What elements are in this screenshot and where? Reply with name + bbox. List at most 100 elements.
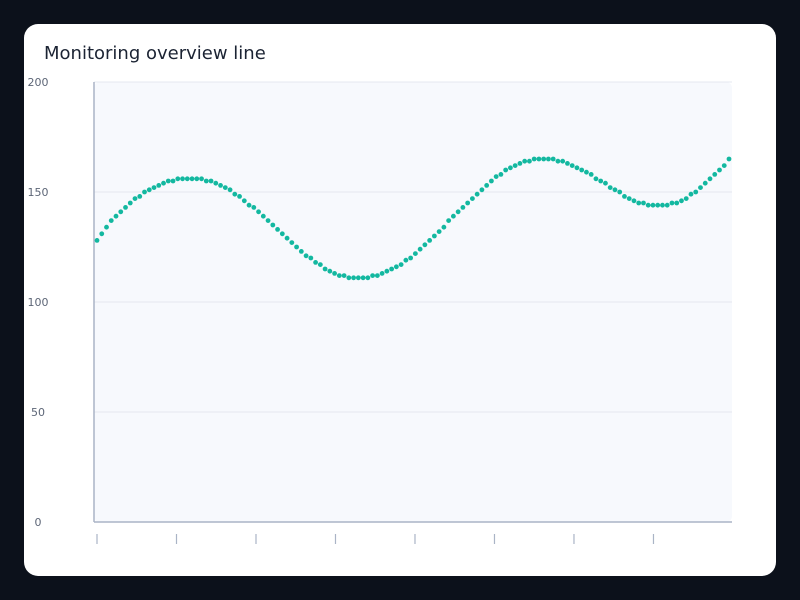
data-point: [508, 165, 513, 171]
data-point: [284, 235, 290, 241]
data-point: [256, 209, 261, 215]
y-tick-label: 150: [28, 186, 49, 199]
data-point: [275, 227, 280, 232]
data-point: [607, 185, 613, 191]
data-point: [370, 273, 376, 278]
data-point: [161, 180, 166, 186]
data-point: [612, 187, 618, 193]
data-point: [593, 176, 599, 182]
data-point: [598, 178, 604, 184]
data-point: [213, 180, 219, 186]
data-point: [222, 185, 228, 191]
data-point: [489, 178, 494, 184]
data-point: [270, 222, 276, 228]
data-point: [498, 172, 504, 177]
data-point: [721, 163, 727, 169]
y-tick-label: 100: [28, 296, 49, 309]
data-point: [712, 172, 718, 177]
data-point: [298, 249, 304, 254]
data-point: [393, 264, 399, 270]
data-point: [584, 169, 589, 175]
data-point: [99, 231, 105, 237]
data-point: [683, 196, 689, 202]
data-point: [565, 161, 570, 166]
data-point: [165, 178, 171, 184]
data-point: [493, 174, 499, 180]
data-point: [702, 180, 708, 186]
data-point: [645, 202, 651, 208]
data-point: [389, 266, 395, 272]
data-point: [151, 185, 157, 191]
data-point: [664, 202, 670, 208]
data-point: [674, 200, 680, 206]
data-point: [232, 191, 238, 197]
data-point: [650, 202, 656, 208]
data-point: [327, 268, 333, 274]
data-point: [237, 194, 242, 199]
data-point: [246, 202, 252, 208]
data-point: [180, 176, 185, 182]
data-point: [123, 205, 128, 210]
data-point: [408, 255, 414, 261]
data-point: [631, 198, 637, 204]
data-point: [313, 260, 318, 265]
data-point: [346, 275, 352, 281]
data-point: [484, 183, 490, 188]
data-point: [626, 196, 632, 202]
data-point: [717, 167, 722, 173]
data-point: [636, 200, 642, 206]
data-point: [289, 240, 295, 246]
data-point: [355, 275, 361, 281]
data-point: [132, 196, 138, 202]
data-point: [203, 178, 209, 184]
data-point: [417, 246, 423, 252]
data-point: [726, 156, 732, 162]
data-point: [241, 198, 247, 204]
data-point: [137, 194, 143, 199]
data-point: [707, 176, 713, 182]
data-point: [251, 205, 257, 210]
data-point: [170, 178, 176, 184]
data-point: [617, 189, 623, 195]
data-point: [184, 176, 190, 182]
data-point: [113, 213, 119, 219]
y-tick-label: 50: [31, 406, 45, 419]
data-point: [422, 242, 428, 248]
data-point: [465, 200, 471, 206]
data-point: [431, 233, 437, 239]
data-point: [336, 273, 342, 278]
data-point: [698, 185, 703, 191]
data-point: [199, 176, 204, 182]
data-point: [436, 229, 442, 235]
data-point: [522, 158, 528, 164]
data-point: [569, 163, 575, 169]
data-point: [503, 167, 509, 173]
data-point: [527, 158, 532, 164]
data-point: [398, 262, 404, 267]
data-point: [655, 202, 661, 208]
chart-title: Monitoring overview line: [44, 43, 266, 64]
data-point: [446, 218, 452, 224]
data-point: [332, 271, 337, 276]
data-point: [536, 156, 542, 162]
data-point: [474, 191, 480, 197]
data-point: [218, 183, 223, 188]
data-point: [384, 268, 390, 274]
data-point: [360, 275, 366, 281]
data-point: [622, 194, 627, 199]
data-point: [322, 266, 328, 272]
data-point: [351, 275, 357, 281]
data-point: [693, 189, 699, 195]
data-point: [588, 172, 594, 177]
data-point: [341, 273, 347, 278]
data-point: [579, 167, 585, 173]
data-point: [450, 213, 456, 219]
data-point: [669, 200, 675, 206]
chart-card: Monitoring overview line 0 50 100 150 200: [24, 24, 776, 576]
data-point: [308, 255, 314, 261]
data-point: [469, 196, 475, 202]
data-point: [546, 156, 551, 162]
data-point: [688, 191, 694, 197]
data-point: [260, 213, 266, 219]
data-point: [531, 156, 537, 162]
